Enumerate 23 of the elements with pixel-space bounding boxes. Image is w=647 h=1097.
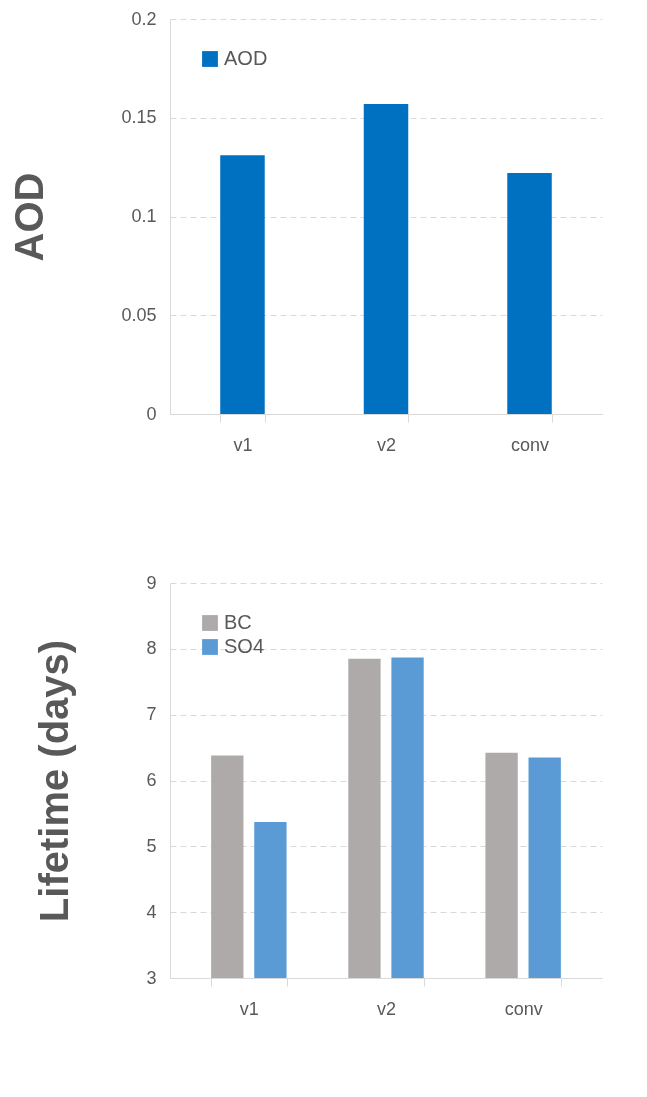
y-tick-label: 4 bbox=[146, 901, 157, 922]
legend-label: BC bbox=[224, 611, 252, 633]
y-tick-label: 9 bbox=[146, 572, 157, 593]
y-tick-label: 8 bbox=[146, 638, 157, 659]
legend-label: SO4 bbox=[224, 635, 265, 657]
y-tick-label: 0 bbox=[146, 403, 157, 424]
x-tick-label: v1 bbox=[233, 434, 253, 455]
y-tick-label: 3 bbox=[146, 967, 157, 988]
y-tick-label: 0.15 bbox=[121, 107, 157, 128]
x-tick-label: conv bbox=[504, 998, 543, 1019]
y-axis-title: Lifetime (days) bbox=[32, 639, 77, 923]
x-tick-label: conv bbox=[511, 434, 550, 455]
y-tick-label: 6 bbox=[146, 770, 157, 790]
legend-label: AOD bbox=[224, 47, 268, 69]
y-tick-label: 0.2 bbox=[131, 8, 157, 29]
y-tick-label: 0.05 bbox=[121, 304, 157, 325]
x-tick-label: v2 bbox=[376, 434, 397, 455]
y-tick-label: 7 bbox=[146, 704, 157, 725]
x-tick-label: v2 bbox=[376, 998, 397, 1019]
x-tick-label: v1 bbox=[239, 998, 259, 1019]
y-axis-title: AOD bbox=[7, 172, 52, 262]
y-tick-label: 0.1 bbox=[131, 206, 157, 226]
y-tick-label: 5 bbox=[146, 835, 157, 856]
